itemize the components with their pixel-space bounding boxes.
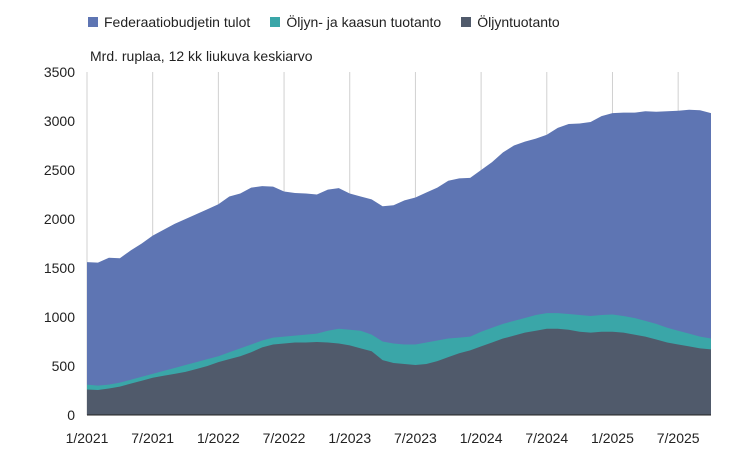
x-tick-7-2021: 7/2021: [131, 430, 174, 446]
chart-subtitle: Mrd. ruplaa, 12 kk liukuva keskiarvo: [90, 48, 313, 64]
x-tick-1-2025: 1/2025: [591, 430, 634, 446]
x-tick-1-2022: 1/2022: [197, 430, 240, 446]
x-tick-7-2022: 7/2022: [263, 430, 306, 446]
area-series-3: [87, 328, 711, 415]
y-tick-2000: 2000: [44, 211, 75, 227]
x-tick-7-2024: 7/2024: [525, 430, 568, 446]
legend-swatch-oil: [461, 17, 472, 27]
y-tick-labels: 0 500 1000 1500 2000 2500 3000 3500: [44, 64, 75, 423]
x-tick-7-2023: 7/2023: [394, 430, 437, 446]
y-tick-1500: 1500: [44, 260, 75, 276]
y-tick-3500: 3500: [44, 64, 75, 80]
y-tick-3000: 3000: [44, 113, 75, 129]
x-tick-1-2024: 1/2024: [460, 430, 503, 446]
x-tick-1-2023: 1/2023: [328, 430, 371, 446]
x-tick-1-2021: 1/2021: [66, 430, 109, 446]
legend-label-oil-gas: Öljyn- ja kaasun tuotanto: [286, 14, 442, 30]
legend-item-oil-gas: Öljyn- ja kaasun tuotanto: [270, 14, 441, 30]
legend-swatch-oil-gas: [270, 17, 281, 27]
y-tick-2500: 2500: [44, 162, 75, 178]
legend-label-oil: Öljyntuotanto: [477, 14, 560, 30]
y-tick-500: 500: [52, 358, 76, 374]
series-areas: [87, 109, 711, 415]
legend-label-federal-budget: Federaatiobudjetin tulot: [104, 14, 251, 30]
x-tick-labels: 1/2021 7/2021 1/2022 7/2022 1/2023 7/2023 1/20…: [66, 430, 700, 446]
legend: Federaatiobudjetin tulot Öljyn- ja kaasu…: [88, 14, 560, 30]
legend-swatch-federal-budget: [88, 17, 98, 27]
y-tick-1000: 1000: [44, 309, 75, 325]
legend-item-oil: Öljyntuotanto: [461, 14, 560, 30]
y-tick-0: 0: [67, 407, 75, 423]
x-tick-7-2025: 7/2025: [657, 430, 700, 446]
legend-item-federal-budget: Federaatiobudjetin tulot: [88, 14, 250, 30]
